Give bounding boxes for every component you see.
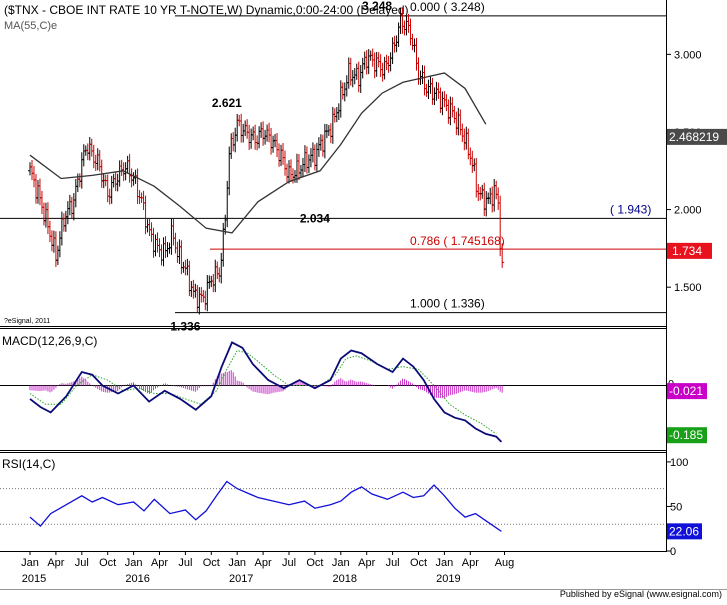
ma-last-value: 2.468219 [669,130,719,144]
time-month-label: Apr [358,557,375,569]
rsi-tick-label: 100 [670,457,688,469]
price-tick-label: 2.000 [674,205,702,217]
rsi-last-value: 22.06 [669,524,699,538]
time-month-label: Jan [228,557,246,569]
price-last-value: 1.734 [672,244,702,258]
time-month-label: Jan [21,557,39,569]
chart-title: ($TNX - CBOE INT RATE 10 YR T-NOTE,W) Dy… [4,3,409,17]
fibonacci-levels: 0.000 ( 3.248) ( 1.943) 0.786 ( 1.745168) 1… [0,0,666,314]
panel-frames [0,0,667,552]
price-tick-label: 3.000 [674,49,702,61]
time-month-label: Aug [495,557,515,569]
time-year-label: 2017 [229,573,253,585]
rsi-tick-label: 0 [670,546,676,558]
time-year-label: 2016 [125,573,149,585]
level-1943-label: ( 1.943) [610,202,651,216]
rsi-panel: 0 50 100 22.06 [0,457,702,558]
time-year-label: 2018 [333,573,357,585]
rsi-axis: 0 50 100 [0,457,688,558]
macd-last-value: -0.021 [669,384,703,398]
time-month-label: Jul [282,557,296,569]
price-last-tags: 2.468219 1.734 [667,128,727,259]
price-last-tag [667,242,712,259]
swing-label: 1.336 [170,320,200,334]
ma-last-tag [667,128,727,145]
ma-line [29,72,487,234]
copyright-text: ?eSignal, 2011 [4,318,50,325]
macd-histogram [29,370,503,399]
fib-100-label: 1.000 ( 1.336) [410,297,485,311]
price-tick-label: 1.500 [674,282,702,294]
time-month-label: Jul [178,557,192,569]
macd-last-tags: -0.021 -0.185 [667,383,707,444]
time-year-label: 2015 [22,573,46,585]
swing-label: 2.621 [212,96,242,110]
rsi-line [29,480,502,532]
rsi-last-tag [667,523,702,540]
swing-annotations: 1.336 2.621 2.034 3.248 [170,0,392,334]
swing-label: 2.034 [300,211,330,225]
time-month-label: Jan [436,557,454,569]
time-month-label: Jan [332,557,350,569]
fib-786-label: 0.786 ( 1.745168) [410,234,505,248]
time-axis: Jan Apr Jul Oct Jan Apr Jul Oct Jan Apr Jul Oct Jan A… [21,551,514,585]
ma-legend: MA(55,C)e [4,20,57,32]
macd-title: MACD(12,26,9,C) [2,334,97,348]
swing-label: 3.248 [362,0,392,13]
time-month-label: Apr [47,557,64,569]
time-month-label: Oct [203,557,220,569]
time-month-label: Apr [151,557,168,569]
rsi-tick-label: 50 [670,501,682,513]
macd-line [29,341,503,443]
time-month-label: Apr [462,557,479,569]
time-month-label: Jan [125,557,143,569]
macd-last-tag [667,383,707,400]
time-month-label: Jul [386,557,400,569]
published-footer: Published by eSignal (www.esignal.com) [560,589,722,599]
rsi-title: RSI(14,C) [2,457,55,471]
rsi-last-tags: 22.06 [667,523,702,540]
fib-000-label: 0.000 ( 3.248) [410,0,485,14]
time-month-label: Oct [410,557,427,569]
time-year-label: 2019 [436,573,460,585]
macd-signal-line [29,349,497,435]
signal-last-value: -0.185 [669,428,703,442]
time-month-label: Oct [99,557,116,569]
macd-panel: 0 -0.021-0.185 [0,341,707,444]
price-bars [28,7,505,315]
time-month-label: Oct [306,557,323,569]
signal-last-tag [667,427,707,444]
time-month-label: Jul [75,557,89,569]
time-month-label: Apr [255,557,272,569]
